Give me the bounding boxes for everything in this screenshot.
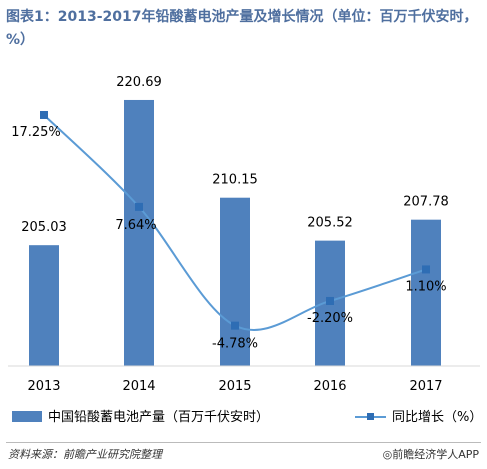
- legend-bar-label: 中国铅酸蓄电池产量（百万千伏安时）: [48, 410, 269, 425]
- line-label-2015: -4.78%: [212, 337, 258, 352]
- line-series: [40, 110, 430, 331]
- line-label-2014: 7.64%: [115, 218, 156, 233]
- bar-label-2015: 210.15: [212, 173, 258, 188]
- bar-2015: [220, 197, 250, 366]
- brand-mark: ◎前瞻经济学人APP: [382, 448, 479, 461]
- bar-label-2016: 205.52: [307, 216, 353, 231]
- bar-label-2014: 220.69: [116, 75, 162, 90]
- legend-line-label: 同比增长（%）: [392, 410, 482, 425]
- legend-line-marker: [367, 413, 374, 420]
- footer: 资料来源：前瞻产业研究院整理 ◎前瞻经济学人APP: [8, 446, 479, 464]
- line-point-2016: [326, 296, 334, 305]
- x-tick-2016: 2016: [313, 379, 346, 394]
- bar-2017: [411, 219, 441, 366]
- footer-divider: [6, 442, 481, 443]
- x-axis-ticks: 2013 2014 2015 2016 2017: [27, 379, 442, 394]
- legend-bar-swatch: [12, 411, 42, 422]
- legend: 中国铅酸蓄电池产量（百万千伏安时） 同比增长（%）: [12, 410, 482, 425]
- x-tick-2017: 2017: [409, 379, 442, 394]
- line-point-2017: [422, 265, 430, 274]
- bar-label-2013: 205.03: [21, 220, 67, 235]
- bar-label-2017: 207.78: [403, 195, 449, 210]
- x-tick-2013: 2013: [27, 379, 60, 394]
- data-labels: 205.03 220.69 210.15 205.52 207.78 17.25% 7.64…: [11, 75, 449, 352]
- x-tick-2014: 2014: [122, 379, 155, 394]
- line-label-2016: -2.20%: [307, 311, 353, 326]
- bar-2013: [29, 245, 59, 366]
- line-point-2014: [135, 202, 143, 211]
- line-label-2013: 17.25%: [11, 125, 61, 140]
- line-point-2013: [40, 110, 48, 119]
- line-label-2017: 1.10%: [405, 279, 446, 294]
- source-note: 资料来源：前瞻产业研究院整理: [8, 448, 162, 461]
- line-point-2015: [231, 321, 239, 330]
- x-tick-2015: 2015: [218, 379, 251, 394]
- bar-2014: [124, 99, 154, 366]
- chart-title: 图表1：2013-2017年铅酸蓄电池产量及增长情况（单位：百万千伏安时，%）: [6, 9, 478, 48]
